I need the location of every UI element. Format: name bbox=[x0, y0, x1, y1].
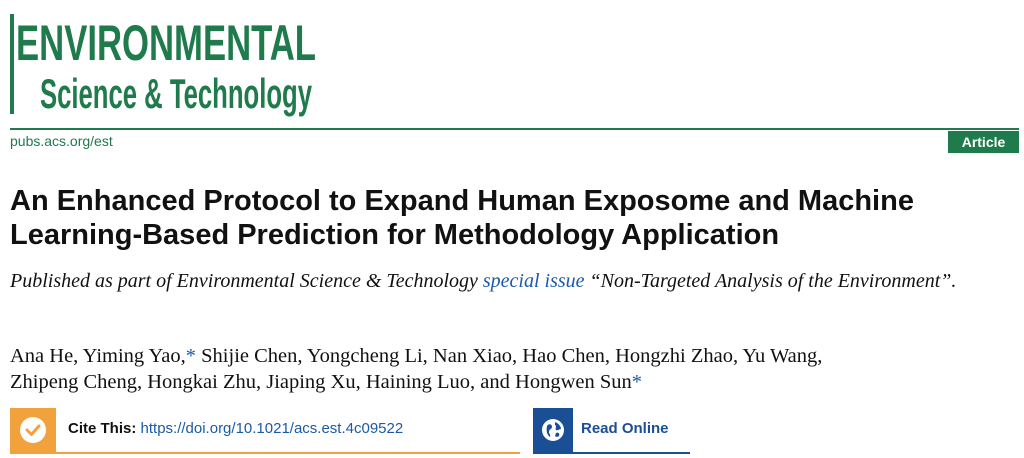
logo-line2: Science & Technology bbox=[40, 70, 312, 117]
check-icon bbox=[10, 408, 56, 452]
authors-line1: Ana He, Yiming Yao, bbox=[10, 345, 186, 367]
article-type-badge: Article bbox=[948, 131, 1019, 153]
corresponding-author-mark[interactable]: * bbox=[185, 345, 197, 367]
header-rule bbox=[10, 128, 1019, 130]
logo-line1: ENVIRONMENTAL bbox=[16, 15, 316, 71]
authors-line2: Zhipeng Cheng, Hongkai Zhu, Jiaping Xu, … bbox=[10, 371, 632, 393]
article-title: An Enhanced Protocol to Expand Human Exp… bbox=[10, 185, 914, 251]
read-online-label: Read Online bbox=[581, 420, 669, 437]
authors-line1-rest: Shijie Chen, Yongcheng Li, Nan Xiao, Hao… bbox=[196, 345, 823, 367]
cite-this-bar: Cite This: https://doi.org/10.1021/acs.e… bbox=[10, 408, 520, 454]
published-suffix: “Non-Targeted Analysis of the Environmen… bbox=[584, 270, 957, 292]
author-list: Ana He, Yiming Yao,* Shijie Chen, Yongch… bbox=[10, 343, 1015, 395]
journal-logo: ENVIRONMENTAL Science & Technology bbox=[10, 4, 320, 122]
cite-text: Cite This: https://doi.org/10.1021/acs.e… bbox=[68, 420, 403, 437]
corresponding-author-mark[interactable]: * bbox=[631, 371, 643, 393]
published-prefix: Published as part of Environmental Scien… bbox=[10, 270, 483, 292]
special-issue-link[interactable]: special issue bbox=[482, 270, 585, 292]
read-online-button[interactable]: Read Online bbox=[533, 408, 690, 454]
doi-link[interactable]: https://doi.org/10.1021/acs.est.4c09522 bbox=[140, 420, 404, 437]
journal-url-link[interactable]: pubs.acs.org/est bbox=[10, 133, 113, 149]
cite-label: Cite This: bbox=[68, 420, 137, 437]
published-note: Published as part of Environmental Scien… bbox=[10, 269, 1015, 294]
globe-icon bbox=[533, 408, 573, 452]
